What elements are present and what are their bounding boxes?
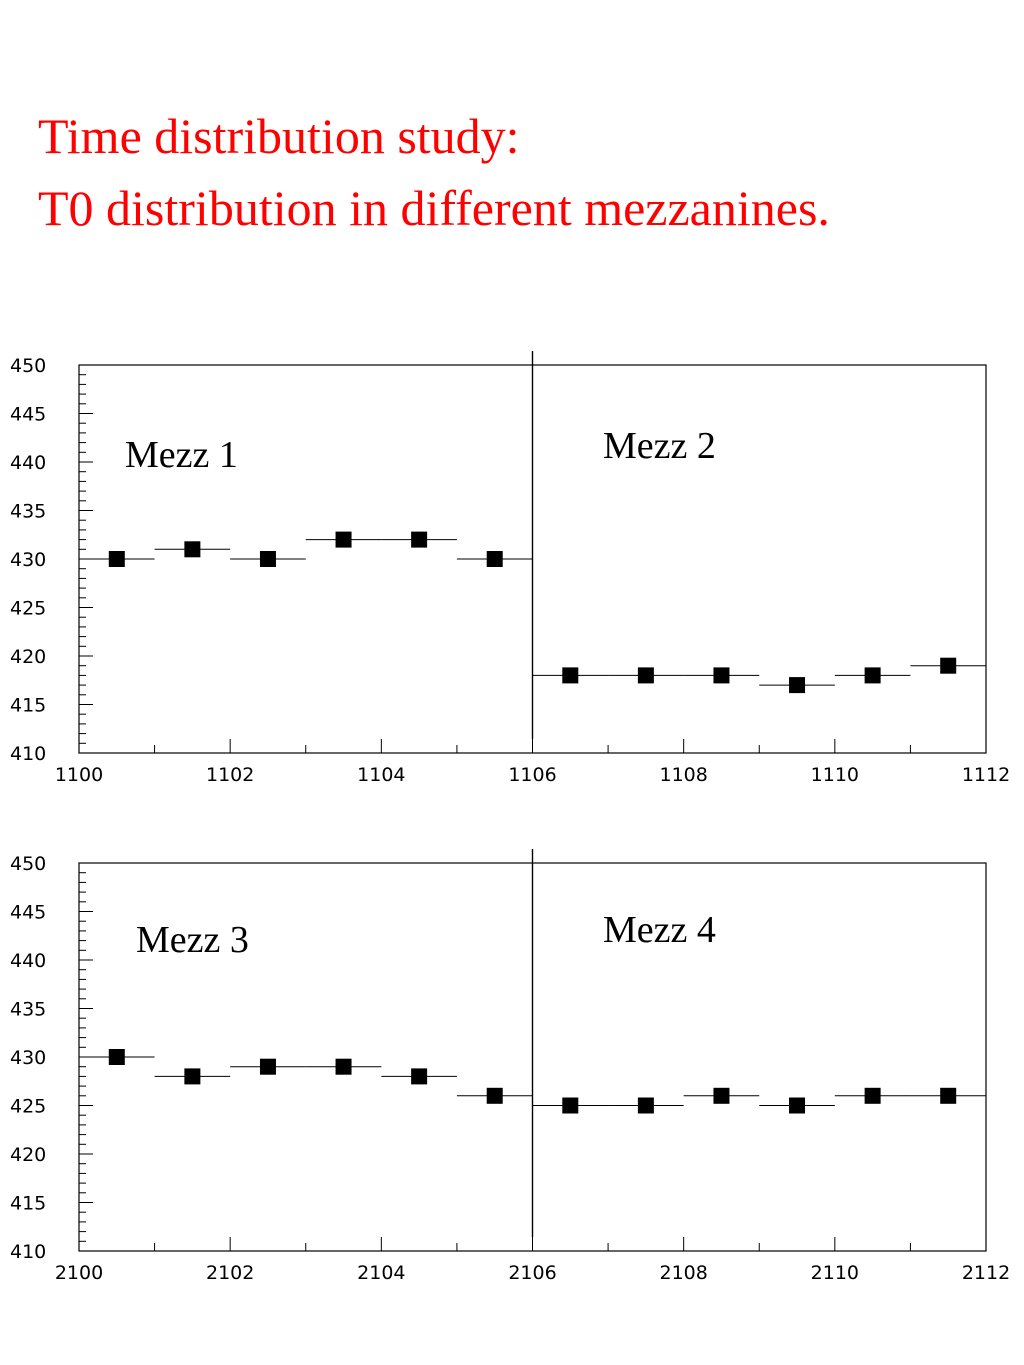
mezz-label: Mezz 4 xyxy=(603,909,716,951)
data-point xyxy=(108,551,125,567)
x-tick-label: 1112 xyxy=(962,764,1010,786)
y-tick-label: 415 xyxy=(10,695,46,717)
data-point xyxy=(335,1058,352,1075)
x-tick-label: 2102 xyxy=(206,1262,254,1284)
data-point xyxy=(259,551,276,567)
data-point xyxy=(108,1049,125,1065)
data-point xyxy=(259,1058,276,1075)
y-tick-label: 410 xyxy=(10,1241,46,1263)
data-point xyxy=(184,1068,201,1085)
y-tick-label: 410 xyxy=(10,743,46,765)
x-tick-label: 1100 xyxy=(55,764,103,786)
data-point xyxy=(486,551,503,567)
data-point xyxy=(789,1097,806,1114)
y-tick-label: 425 xyxy=(10,598,46,620)
t0-chart-bottom: 410 415 420 425 430 435 440 445 450 2100 2102 2104 2… xyxy=(10,849,1010,1284)
x-tick-label: 1104 xyxy=(357,764,405,786)
data-point xyxy=(562,1097,579,1114)
t0-chart-top: 410 415 420 425 430 435 440 445 450 1100 1102 1104 1… xyxy=(10,351,1010,786)
data-point xyxy=(562,667,579,684)
y-tick-label: 440 xyxy=(10,452,46,474)
data-point xyxy=(713,1087,730,1104)
x-tick-label: 1106 xyxy=(508,764,556,786)
x-tick-label: 2110 xyxy=(811,1262,859,1284)
data-point xyxy=(335,531,352,548)
y-tick-label: 420 xyxy=(10,1144,46,1166)
data-point xyxy=(637,1097,654,1114)
slide-title: Time distribution study: T0 distribution… xyxy=(38,100,830,244)
x-tick-label: 2100 xyxy=(55,1262,103,1284)
data-point xyxy=(411,531,428,548)
y-tick-label: 415 xyxy=(10,1193,46,1215)
data-point xyxy=(940,1087,957,1104)
mezz-label: Mezz 2 xyxy=(603,425,716,467)
data-point xyxy=(486,1087,503,1104)
x-tick-label: 1102 xyxy=(206,764,254,786)
y-tick-label: 445 xyxy=(10,902,46,924)
y-tick-label: 450 xyxy=(10,355,46,377)
mezz-label: Mezz 3 xyxy=(136,919,249,961)
title-line-1: Time distribution study: xyxy=(38,108,520,164)
data-point xyxy=(184,541,201,558)
y-tick-label: 450 xyxy=(10,853,46,875)
data-point xyxy=(713,667,730,684)
y-tick-label: 425 xyxy=(10,1096,46,1118)
y-tick-label: 430 xyxy=(10,1047,46,1069)
y-tick-label: 435 xyxy=(10,501,46,523)
y-tick-label: 430 xyxy=(10,549,46,571)
x-tick-label: 2112 xyxy=(962,1262,1010,1284)
y-tick-label: 445 xyxy=(10,404,46,426)
x-tick-label: 2106 xyxy=(508,1262,556,1284)
x-tick-label: 2104 xyxy=(357,1262,405,1284)
x-tick-label: 2108 xyxy=(659,1262,707,1284)
data-point xyxy=(864,667,881,684)
x-tick-label: 1110 xyxy=(811,764,859,786)
data-point xyxy=(637,667,654,684)
data-point xyxy=(789,677,806,694)
y-tick-label: 420 xyxy=(10,646,46,668)
data-point xyxy=(940,657,957,674)
data-point xyxy=(864,1087,881,1104)
mezz-label: Mezz 1 xyxy=(125,434,238,476)
x-tick-label: 1108 xyxy=(659,764,707,786)
data-point xyxy=(411,1068,428,1085)
y-tick-label: 440 xyxy=(10,950,46,972)
title-line-2: T0 distribution in different mezzanines. xyxy=(38,180,830,236)
y-tick-label: 435 xyxy=(10,999,46,1021)
